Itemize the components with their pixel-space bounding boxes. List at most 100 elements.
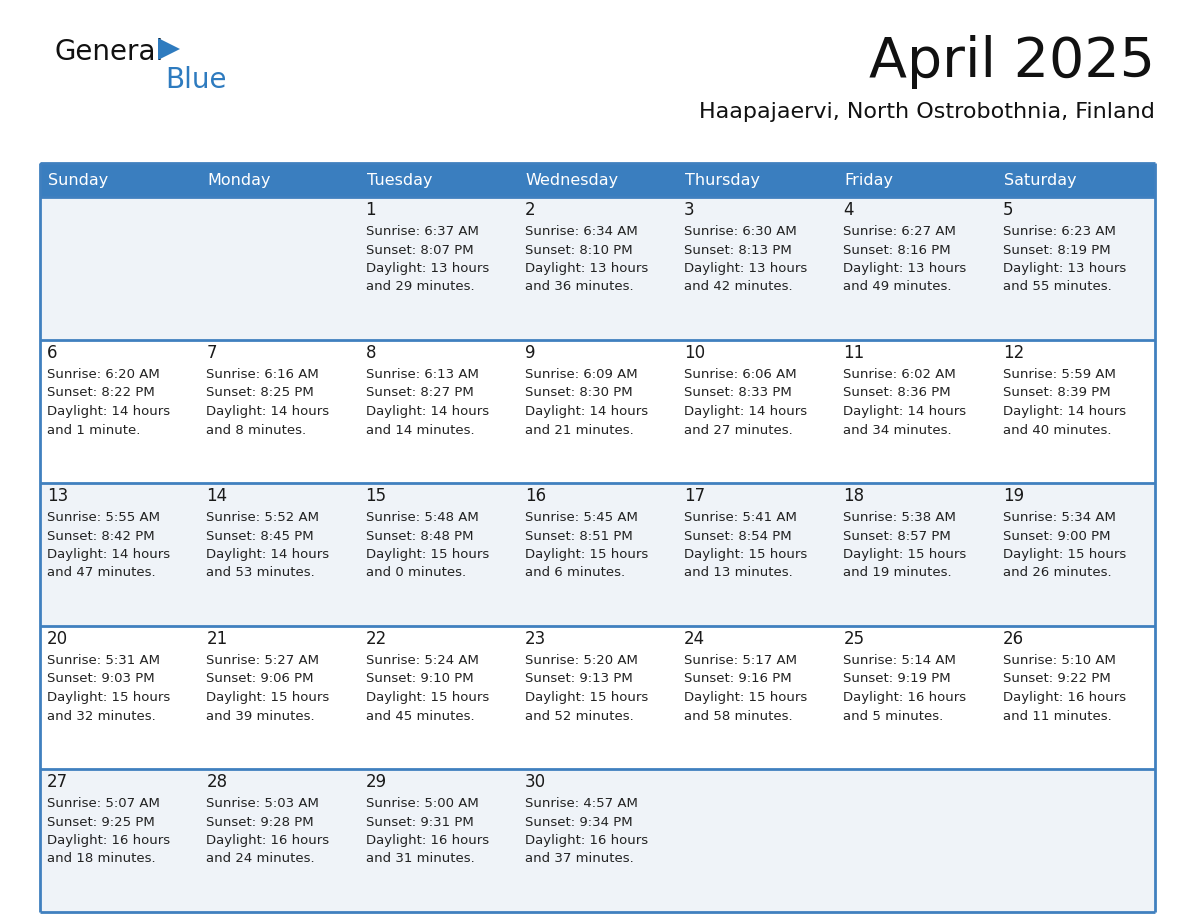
Text: April 2025: April 2025 [868, 35, 1155, 89]
Bar [836, 163, 996, 197]
Text: 27: 27 [48, 773, 68, 791]
Text: Sunset: 8:39 PM: Sunset: 8:39 PM [1003, 386, 1111, 399]
Text: 20: 20 [48, 630, 68, 648]
Text: 11: 11 [843, 344, 865, 362]
Text: and 8 minutes.: and 8 minutes. [207, 423, 307, 436]
Text: and 49 minutes.: and 49 minutes. [843, 281, 952, 294]
Text: Sunset: 9:03 PM: Sunset: 9:03 PM [48, 673, 154, 686]
Text: Sunset: 8:51 PM: Sunset: 8:51 PM [525, 530, 632, 543]
Text: Tuesday: Tuesday [367, 173, 432, 187]
Text: Sunset: 8:30 PM: Sunset: 8:30 PM [525, 386, 632, 399]
Text: General: General [55, 38, 164, 66]
Text: Daylight: 14 hours: Daylight: 14 hours [843, 405, 967, 418]
Text: Sunset: 8:36 PM: Sunset: 8:36 PM [843, 386, 952, 399]
Text: Sunset: 8:19 PM: Sunset: 8:19 PM [1003, 243, 1111, 256]
Text: Sunrise: 5:17 AM: Sunrise: 5:17 AM [684, 654, 797, 667]
Text: 4: 4 [843, 201, 854, 219]
Bar [40, 197, 1155, 340]
Text: 30: 30 [525, 773, 546, 791]
Text: 24: 24 [684, 630, 706, 648]
Text: Daylight: 15 hours: Daylight: 15 hours [48, 691, 170, 704]
Bar [518, 163, 677, 197]
Text: Sunrise: 5:34 AM: Sunrise: 5:34 AM [1003, 511, 1116, 524]
Text: Sunset: 8:16 PM: Sunset: 8:16 PM [843, 243, 952, 256]
Text: Daylight: 14 hours: Daylight: 14 hours [48, 548, 170, 561]
Text: Daylight: 14 hours: Daylight: 14 hours [48, 405, 170, 418]
Text: Sunset: 8:22 PM: Sunset: 8:22 PM [48, 386, 154, 399]
Text: Sunrise: 5:52 AM: Sunrise: 5:52 AM [207, 511, 320, 524]
Text: 7: 7 [207, 344, 216, 362]
Text: Daylight: 15 hours: Daylight: 15 hours [366, 548, 488, 561]
Text: Daylight: 15 hours: Daylight: 15 hours [366, 691, 488, 704]
Bar [40, 163, 200, 197]
Text: and 58 minutes.: and 58 minutes. [684, 710, 792, 722]
Text: Sunset: 8:45 PM: Sunset: 8:45 PM [207, 530, 314, 543]
Text: 22: 22 [366, 630, 387, 648]
Text: and 34 minutes.: and 34 minutes. [843, 423, 952, 436]
Text: and 53 minutes.: and 53 minutes. [207, 566, 315, 579]
Text: Daylight: 13 hours: Daylight: 13 hours [1003, 262, 1126, 275]
Text: Sunrise: 5:45 AM: Sunrise: 5:45 AM [525, 511, 638, 524]
Bar [40, 483, 1155, 626]
Text: 5: 5 [1003, 201, 1013, 219]
Text: Sunset: 9:25 PM: Sunset: 9:25 PM [48, 815, 154, 829]
Text: and 5 minutes.: and 5 minutes. [843, 710, 943, 722]
Text: Wednesday: Wednesday [526, 173, 619, 187]
Text: and 14 minutes.: and 14 minutes. [366, 423, 474, 436]
Text: Haapajaervi, North Ostrobothnia, Finland: Haapajaervi, North Ostrobothnia, Finland [699, 102, 1155, 122]
Text: Sunset: 8:57 PM: Sunset: 8:57 PM [843, 530, 952, 543]
Text: Sunrise: 5:59 AM: Sunrise: 5:59 AM [1003, 368, 1116, 381]
Bar [677, 163, 836, 197]
Text: Daylight: 14 hours: Daylight: 14 hours [684, 405, 808, 418]
Text: Sunrise: 5:00 AM: Sunrise: 5:00 AM [366, 797, 479, 810]
Bar [40, 340, 1155, 483]
Text: and 36 minutes.: and 36 minutes. [525, 281, 633, 294]
Text: and 32 minutes.: and 32 minutes. [48, 710, 156, 722]
Text: Daylight: 16 hours: Daylight: 16 hours [366, 834, 488, 847]
Text: and 0 minutes.: and 0 minutes. [366, 566, 466, 579]
Text: Sunrise: 5:38 AM: Sunrise: 5:38 AM [843, 511, 956, 524]
Text: Daylight: 14 hours: Daylight: 14 hours [207, 548, 329, 561]
Text: and 19 minutes.: and 19 minutes. [843, 566, 952, 579]
Text: Daylight: 14 hours: Daylight: 14 hours [1003, 405, 1126, 418]
Text: 14: 14 [207, 487, 227, 505]
Text: Sunrise: 6:02 AM: Sunrise: 6:02 AM [843, 368, 956, 381]
Text: Sunset: 8:07 PM: Sunset: 8:07 PM [366, 243, 473, 256]
Text: Sunset: 8:25 PM: Sunset: 8:25 PM [207, 386, 314, 399]
Text: Daylight: 15 hours: Daylight: 15 hours [684, 548, 808, 561]
Text: Sunrise: 5:24 AM: Sunrise: 5:24 AM [366, 654, 479, 667]
Text: Sunset: 8:42 PM: Sunset: 8:42 PM [48, 530, 154, 543]
Text: Sunrise: 6:09 AM: Sunrise: 6:09 AM [525, 368, 638, 381]
Text: and 21 minutes.: and 21 minutes. [525, 423, 633, 436]
Bar [996, 163, 1155, 197]
Text: and 18 minutes.: and 18 minutes. [48, 853, 156, 866]
Text: Sunrise: 6:30 AM: Sunrise: 6:30 AM [684, 225, 797, 238]
Text: Sunset: 8:13 PM: Sunset: 8:13 PM [684, 243, 792, 256]
Text: 26: 26 [1003, 630, 1024, 648]
Text: 2: 2 [525, 201, 536, 219]
Text: 9: 9 [525, 344, 536, 362]
Text: 8: 8 [366, 344, 377, 362]
Bar [40, 769, 1155, 912]
Text: Daylight: 16 hours: Daylight: 16 hours [207, 834, 329, 847]
Text: Sunset: 8:48 PM: Sunset: 8:48 PM [366, 530, 473, 543]
Text: Sunrise: 6:13 AM: Sunrise: 6:13 AM [366, 368, 479, 381]
Text: Sunset: 9:10 PM: Sunset: 9:10 PM [366, 673, 473, 686]
Text: Sunset: 9:31 PM: Sunset: 9:31 PM [366, 815, 473, 829]
Text: Sunset: 9:06 PM: Sunset: 9:06 PM [207, 673, 314, 686]
Text: and 27 minutes.: and 27 minutes. [684, 423, 792, 436]
Bar [200, 163, 359, 197]
Text: 12: 12 [1003, 344, 1024, 362]
Text: Sunrise: 6:27 AM: Sunrise: 6:27 AM [843, 225, 956, 238]
Text: Sunrise: 5:20 AM: Sunrise: 5:20 AM [525, 654, 638, 667]
Text: and 47 minutes.: and 47 minutes. [48, 566, 156, 579]
Text: and 37 minutes.: and 37 minutes. [525, 853, 633, 866]
Text: Daylight: 13 hours: Daylight: 13 hours [843, 262, 967, 275]
Text: Sunday: Sunday [48, 173, 108, 187]
Text: Sunrise: 5:03 AM: Sunrise: 5:03 AM [207, 797, 320, 810]
Text: Daylight: 15 hours: Daylight: 15 hours [1003, 548, 1126, 561]
Text: Blue: Blue [165, 66, 227, 94]
Text: 19: 19 [1003, 487, 1024, 505]
Text: Sunset: 9:19 PM: Sunset: 9:19 PM [843, 673, 952, 686]
Text: Daylight: 15 hours: Daylight: 15 hours [525, 691, 649, 704]
